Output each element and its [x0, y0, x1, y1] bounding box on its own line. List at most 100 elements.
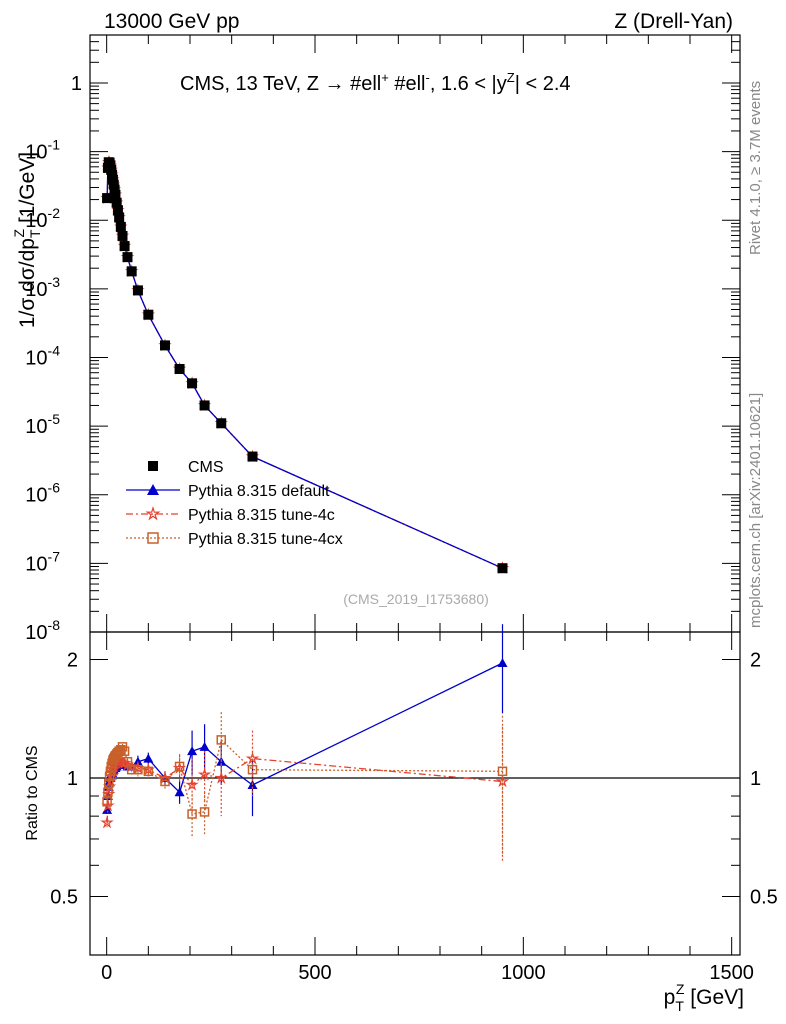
ratio-y-ticks: 2 2 1 1 0.5 0.5 — [50, 650, 778, 909]
main-point-cms — [126, 266, 137, 277]
ratio-point-pythia-8-315-tune-4cx — [103, 787, 113, 798]
main-y-axis-label: 1/σ dσ/dpTZ [1/GeV] — [11, 152, 43, 328]
title-part-end: | < 2.4 — [515, 73, 571, 95]
ratio-point-pythia-8-315-tune-4c — [100, 815, 114, 829]
ratio-point-pythia-8-315-tune-4cx — [104, 778, 114, 788]
legend-label-pythia-8-315-tune-4c: Pythia 8.315 tune-4c — [188, 507, 335, 524]
main-point-cms — [117, 230, 128, 241]
ratio-point-pythia-8-315-default — [497, 658, 508, 668]
ratio-y-tick-label: 1 — [67, 768, 78, 790]
ratio-point-pythia-8-315-tune-4cx — [187, 809, 197, 819]
ratio-point-pythia-8-315-default — [187, 746, 198, 756]
main-y-ticks: 1 10-1 10-2 10-3 10-4 10-5 10-6 10-7 10-8 — [25, 34, 740, 644]
analysis-watermark: (CMS_2019_I1753680) — [343, 591, 489, 607]
ratio-y-tick-label: 0.5 — [50, 886, 78, 908]
ratio-point-pythia-8-315-tune-4cx — [216, 735, 226, 745]
title-sup-3: Z — [507, 70, 515, 85]
main-point-cms — [497, 563, 508, 574]
ratio-point-pythia-8-315-tune-4cx — [143, 766, 154, 777]
ratio-point-pythia-8-315-tune-4cx — [102, 797, 112, 807]
ratio-point-pythia-8-315-tune-4cx — [160, 776, 170, 787]
main-y-tick-label: 1 — [71, 73, 82, 95]
x-tick-label: 1000 — [501, 962, 546, 984]
title-part-tail: , 1.6 < |y — [430, 73, 507, 95]
main-point-cms — [187, 378, 198, 389]
title-sup-2: - — [426, 70, 430, 85]
main-y-tick-label: 10-2 — [25, 205, 60, 232]
ratio-point-pythia-8-315-tune-4c — [197, 767, 212, 781]
ylabel-sup: Z — [11, 228, 27, 237]
legend-label-cms: CMS — [188, 459, 224, 476]
xlabel-b: [GeV] — [684, 986, 744, 1009]
title-part-mid: #ell — [389, 73, 426, 95]
ratio-point-pythia-8-315-tune-4c — [495, 774, 510, 788]
main-point-cms — [102, 193, 113, 204]
ratio-panel-frame — [89, 631, 741, 956]
main-point-cms — [160, 340, 170, 351]
main-y-tick-label: 10-4 — [25, 342, 60, 369]
main-point-cms — [115, 221, 126, 232]
ratio-point-pythia-8-315-tune-4c — [214, 770, 228, 784]
ratio-y-axis-label: Ratio to CMS — [24, 745, 41, 840]
main-point-cms — [114, 212, 125, 223]
legend-marker-pythia-8-315-tune-4c — [145, 505, 161, 521]
x-tick-label: 0 — [101, 962, 112, 984]
ratio-point-pythia-8-315-tune-4cx — [174, 761, 185, 772]
ratio-point-pythia-8-315-default — [174, 787, 185, 797]
ratio-point-pythia-8-315-tune-4cx — [126, 764, 137, 775]
main-point-cms — [143, 309, 154, 320]
ratio-y-tick-label-right: 0.5 — [750, 886, 778, 908]
legend-marker-pythia-8-315-default — [147, 484, 159, 495]
mcplots-text: mcplots.cern.ch [arXiv:2401.10621] — [747, 393, 764, 628]
x-tick-label: 500 — [298, 962, 331, 984]
main-y-tick-label: 10-3 — [25, 274, 60, 301]
main-point-cms — [111, 197, 122, 208]
header-left: 13000 GeV pp — [104, 10, 239, 33]
main-point-cms — [216, 418, 227, 429]
ratio-point-pythia-8-315-default — [199, 741, 210, 751]
legend-marker-pythia-8-315-tune-4cx — [147, 532, 159, 544]
xlabel-sub: T — [675, 998, 684, 1014]
ratio-y-tick-label: 2 — [67, 650, 78, 672]
main-y-tick-label: 10-5 — [25, 411, 60, 438]
legend-label-pythia-8-315-tune-4cx: Pythia 8.315 tune-4cx — [188, 531, 343, 548]
x-tick-label: 1500 — [709, 962, 754, 984]
ratio-point-pythia-8-315-tune-4c — [185, 777, 199, 791]
main-point-cms — [112, 205, 123, 216]
ratio-point-pythia-8-315-default — [102, 804, 113, 814]
xlabel-sup: Z — [676, 981, 685, 997]
main-y-tick-label: 10-1 — [25, 137, 60, 164]
ylabel-b: [1/GeV] — [16, 152, 39, 229]
ratio-point-pythia-8-315-tune-4cx — [119, 746, 130, 756]
rivet-version-text: Rivet 4.1.0, ≥ 3.7M events — [747, 81, 764, 255]
main-point-cms — [122, 252, 133, 263]
ratio-x-ticks: 0 500 1000 1500 — [101, 632, 754, 984]
main-y-tick-label: 10-6 — [25, 480, 60, 507]
main-y-tick-label: 10-8 — [25, 617, 60, 644]
legend-marker-cms — [148, 461, 158, 471]
main-point-cms — [119, 241, 130, 252]
main-point-cms — [174, 363, 185, 374]
ratio-y-tick-label-right: 2 — [750, 650, 761, 672]
ratio-point-pythia-8-315-tune-4cx — [497, 766, 508, 777]
main-y-tick-label: 10-7 — [25, 548, 60, 575]
ratio-point-pythia-8-315-tune-4cx — [199, 807, 210, 817]
main-point-cms — [110, 189, 121, 200]
header-right: Z (Drell-Yan) — [614, 10, 733, 33]
title-sup-1: + — [381, 70, 389, 85]
main-title: CMS, 13 TeV, Z → #ell+ #ell-, 1.6 < |yZ|… — [180, 70, 571, 95]
legend: CMS Pythia 8.315 default Pythia 8.315 tune… — [126, 459, 343, 548]
x-axis-label: pTZ [GeV] — [664, 981, 744, 1014]
title-part-main: CMS, 13 TeV, Z → #ell — [180, 73, 381, 95]
main-data-layer — [100, 155, 510, 575]
main-point-cms — [109, 184, 120, 195]
ratio-point-pythia-8-315-tune-4cx — [247, 764, 258, 775]
main-x-ticks — [106, 35, 733, 632]
ylabel-sub: T — [27, 229, 43, 238]
ratio-point-pythia-8-315-default — [143, 753, 154, 763]
ratio-y-tick-label-right: 1 — [750, 768, 761, 790]
legend-label-pythia-8-315-default: Pythia 8.315 default — [188, 483, 330, 500]
main-point-cms — [199, 400, 210, 411]
ratio-point-pythia-8-315-tune-4cx — [133, 764, 143, 775]
